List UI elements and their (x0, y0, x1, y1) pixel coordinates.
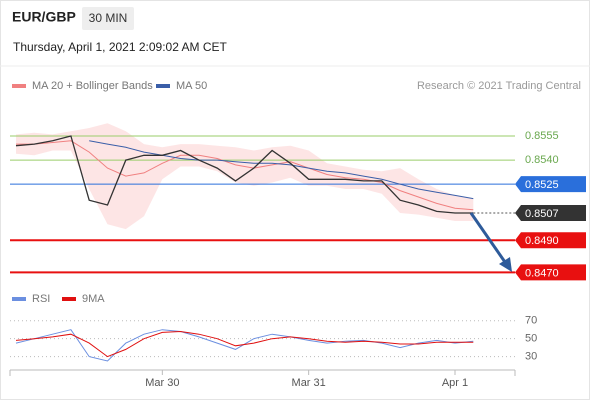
x-tick-label: Mar 30 (145, 377, 179, 389)
ma50-line (89, 140, 474, 200)
x-tick-label: Mar 31 (292, 377, 326, 389)
y-tick-label: 70 (525, 315, 537, 327)
overlay (469, 212, 512, 272)
copyright: Research © 2021 Trading Central (417, 80, 581, 92)
legend-swatch (12, 84, 26, 88)
level-label: 0.8540 (525, 154, 559, 166)
level-badge (515, 264, 586, 281)
level-badge (515, 205, 586, 222)
y-tick-label: 50 (525, 333, 537, 345)
legend-swatch (62, 297, 76, 301)
rsi-ma-line (15, 330, 474, 358)
legend-label: RSI (32, 293, 50, 305)
interval-box (82, 7, 134, 30)
level-label: 0.8525 (525, 179, 559, 191)
bollinger-band (16, 123, 474, 230)
x-tick-label: Apr 1 (442, 377, 468, 389)
forecast-arrowhead (499, 257, 512, 272)
level-label: 0.8555 (525, 130, 559, 142)
legend-label: 9MA (82, 293, 105, 305)
level-label: 0.8507 (525, 208, 559, 220)
level-label: 0.8490 (525, 235, 559, 247)
interval: 30 MIN (89, 11, 128, 25)
rsi-panel: 70 50 30 RSI 9MA Mar 30 Mar 31 Apr 1 (9, 293, 537, 389)
level-badge (515, 176, 586, 193)
level-badge (515, 232, 586, 249)
forecast-arrow (469, 212, 509, 266)
y-tick-label: 30 (525, 350, 537, 362)
symbol: EUR/GBP (12, 9, 76, 25)
price-panel: 0.8555 0.8540 0.8525 0.8507 0.8490 0.8470 MA 2… (10, 80, 586, 281)
level-label: 0.8470 (525, 267, 559, 279)
ma20-line (16, 140, 474, 211)
legend-swatch (12, 297, 26, 301)
legend-label: MA 50 (176, 80, 207, 92)
timestamp: Thursday, April 1, 2021 2:09:02 AM CET (13, 40, 228, 54)
legend-label: MA 20 + Bollinger Bands (32, 80, 153, 92)
legend-swatch (156, 84, 170, 88)
price-line (15, 135, 474, 214)
